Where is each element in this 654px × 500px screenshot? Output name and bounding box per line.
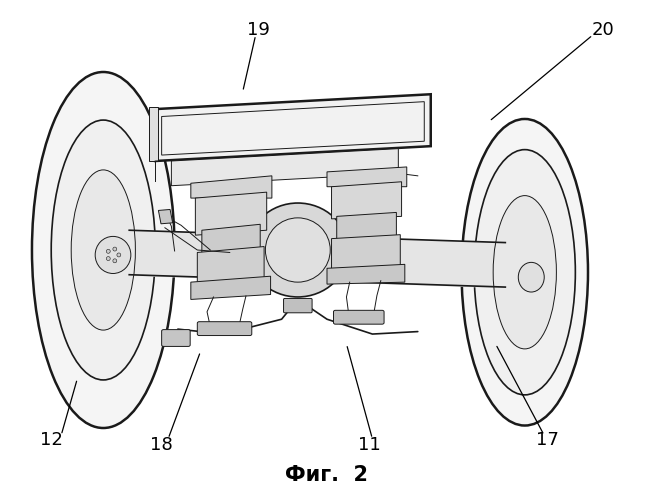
Ellipse shape — [113, 247, 117, 251]
Text: 18: 18 — [150, 436, 173, 454]
Ellipse shape — [95, 236, 131, 274]
Text: 19: 19 — [247, 21, 270, 39]
Text: 20: 20 — [591, 21, 614, 39]
Text: Фиг.  2: Фиг. 2 — [286, 465, 368, 485]
Polygon shape — [202, 224, 260, 258]
Ellipse shape — [71, 170, 135, 330]
Ellipse shape — [107, 250, 111, 254]
FancyBboxPatch shape — [334, 310, 384, 324]
Ellipse shape — [493, 196, 557, 349]
Ellipse shape — [32, 72, 175, 428]
Polygon shape — [198, 246, 264, 287]
Ellipse shape — [518, 262, 544, 292]
Polygon shape — [337, 212, 396, 241]
Ellipse shape — [113, 259, 117, 263]
Polygon shape — [332, 234, 400, 271]
Polygon shape — [171, 148, 398, 186]
Ellipse shape — [117, 253, 121, 257]
Ellipse shape — [266, 218, 330, 282]
Polygon shape — [196, 192, 267, 235]
Polygon shape — [155, 94, 431, 161]
Polygon shape — [191, 276, 271, 299]
Ellipse shape — [107, 256, 111, 260]
FancyBboxPatch shape — [284, 298, 312, 313]
Ellipse shape — [51, 120, 156, 380]
Text: 11: 11 — [358, 436, 381, 454]
Text: 12: 12 — [40, 432, 63, 450]
Text: 17: 17 — [536, 432, 559, 450]
FancyBboxPatch shape — [198, 322, 252, 336]
Polygon shape — [191, 176, 272, 198]
Polygon shape — [332, 182, 402, 219]
Polygon shape — [327, 264, 405, 284]
Polygon shape — [148, 106, 158, 161]
Polygon shape — [327, 167, 407, 186]
Ellipse shape — [248, 203, 348, 297]
Ellipse shape — [462, 119, 588, 426]
FancyBboxPatch shape — [162, 330, 190, 346]
Ellipse shape — [474, 150, 576, 395]
Polygon shape — [158, 210, 173, 224]
